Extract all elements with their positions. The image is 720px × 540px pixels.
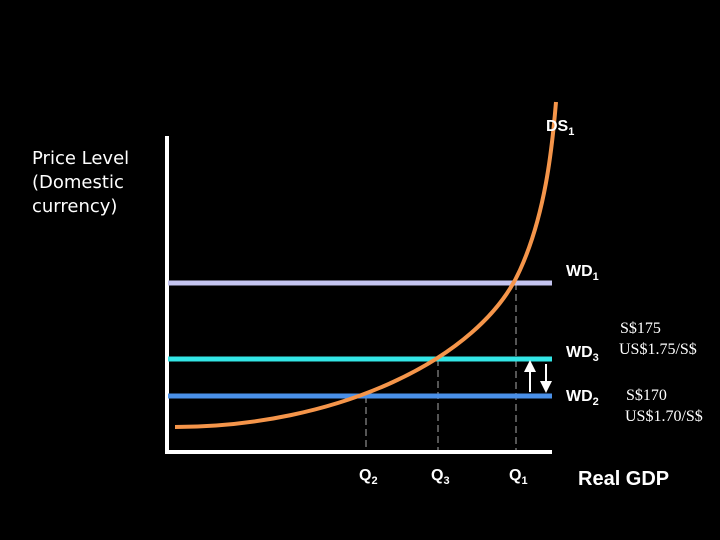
ds1-label: DS1 bbox=[546, 118, 574, 138]
q2-label: Q2 bbox=[359, 467, 378, 487]
q1-label: Q1 bbox=[509, 467, 528, 487]
y-axis-label-line-2: (Domestic bbox=[32, 172, 124, 193]
wd2-rate-annotation: US$1.70/S$ bbox=[625, 408, 703, 425]
wd3-label: WD3 bbox=[566, 344, 599, 364]
wd3-price-annotation: S$175 bbox=[620, 320, 661, 337]
x-axis-label: Real GDP bbox=[578, 468, 669, 490]
down-arrow-icon bbox=[540, 381, 552, 393]
y-axis-label-line-1: Price Level bbox=[32, 148, 130, 169]
y-axis-label: Price Level (Domestic currency) bbox=[32, 147, 129, 219]
q3-label: Q3 bbox=[431, 467, 450, 487]
wd1-label: WD1 bbox=[566, 263, 599, 283]
ds1-supply-curve bbox=[174, 101, 558, 429]
wd2-label: WD2 bbox=[566, 388, 599, 408]
y-axis-label-line-3: currency) bbox=[32, 196, 118, 217]
wd2-price-annotation: S$170 bbox=[626, 387, 667, 404]
up-arrow-icon bbox=[524, 360, 536, 372]
wd3-rate-annotation: US$1.75/S$ bbox=[619, 341, 697, 358]
